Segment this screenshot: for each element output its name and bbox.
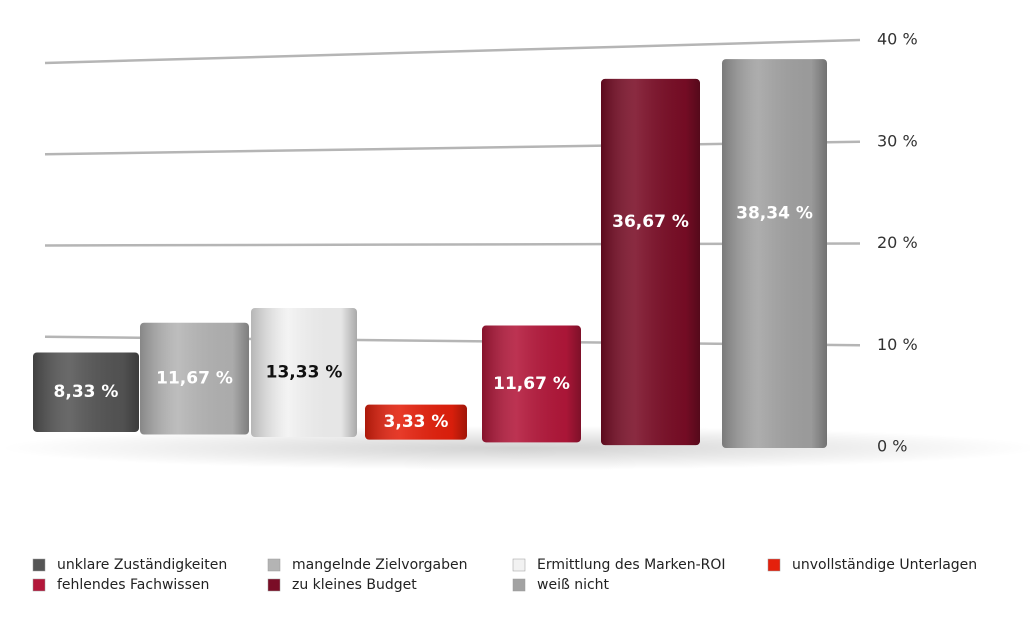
grid-line <box>44 38 861 65</box>
value-label: 8,33 % <box>54 382 119 402</box>
y-tick-label: 30 % <box>877 131 918 150</box>
value-label: 3,33 % <box>384 412 449 432</box>
bar-shade <box>33 352 139 432</box>
legend-swatch <box>767 558 781 572</box>
legend-swatch <box>512 578 526 592</box>
y-tick-label: 40 % <box>877 30 918 49</box>
legend-label: unklare Zuständigkeiten <box>57 557 227 573</box>
y-tick-label: 0 % <box>877 437 907 456</box>
legend-label: Ermittlung des Marken-ROI <box>537 557 726 573</box>
value-label: 13,33 % <box>266 362 343 382</box>
bar-shade <box>365 404 467 440</box>
legend-label: zu kleines Budget <box>292 577 417 593</box>
value-label: 36,67 % <box>612 212 689 232</box>
legend-swatch <box>267 578 281 592</box>
legend-label: fehlendes Fachwissen <box>57 577 209 593</box>
legend-label: weiß nicht <box>537 577 610 593</box>
bar-shade <box>722 59 827 449</box>
bar-shade <box>140 322 249 435</box>
value-label: 38,34 % <box>736 204 813 224</box>
legend-swatch <box>267 558 281 572</box>
y-tick-label: 20 % <box>877 233 918 252</box>
bar-shade <box>601 78 700 446</box>
value-label: 11,67 % <box>493 374 570 394</box>
legend-label: mangelnde Zielvorgaben <box>292 557 468 573</box>
legend-label: unvollständige Unterlagen <box>792 557 977 573</box>
legend-swatch <box>512 558 526 572</box>
bar-shade <box>482 325 581 443</box>
value-label: 11,67 % <box>156 369 233 389</box>
bar-shade <box>251 307 357 438</box>
y-tick-label: 10 % <box>877 335 918 354</box>
legend-swatch <box>32 578 46 592</box>
legend-swatch <box>32 558 46 572</box>
